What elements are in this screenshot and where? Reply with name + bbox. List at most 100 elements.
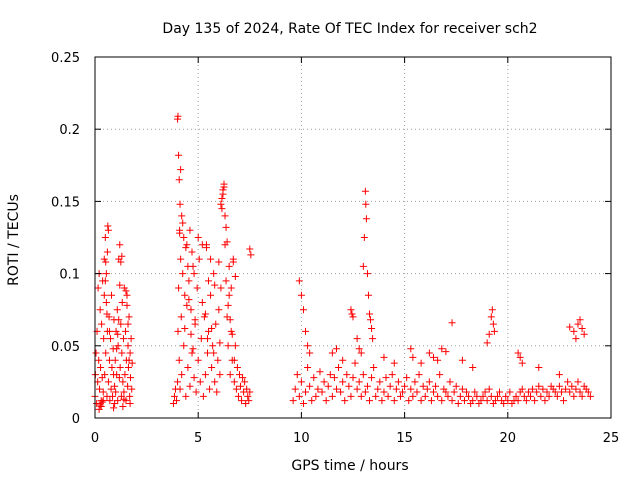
data-point [362,215,370,223]
data-point [192,388,200,396]
data-point [367,316,375,324]
data-point [399,388,407,396]
data-point [181,291,189,299]
data-point [123,301,131,309]
data-point [551,388,559,396]
data-point [394,378,402,386]
data-point [218,205,226,213]
data-point [111,356,119,364]
data-point [183,301,191,309]
data-point [448,397,456,405]
data-point [456,392,464,400]
data-point [126,349,134,357]
data-point [116,241,124,249]
data-point [361,187,369,195]
data-point [376,378,384,386]
data-point [173,397,181,405]
data-point [328,392,336,400]
data-point [202,244,210,252]
data-point [297,378,305,386]
y-tick-label: 0.25 [51,51,80,66]
y-tick-labels: 0 0.05 0.1 0.15 0.2 0.25 [51,51,80,427]
data-point [227,284,235,292]
data-point [174,112,182,120]
data-point [119,402,127,410]
data-point [182,244,190,252]
data-point [210,349,218,357]
data-point [93,400,101,408]
y-tick-label: 0.2 [59,123,80,138]
data-point [446,378,454,386]
data-point [209,342,217,350]
data-point [203,335,211,343]
data-point [232,385,240,393]
data-point [210,270,218,278]
data-point [122,287,130,295]
data-point [438,345,446,353]
data-point [201,371,209,379]
data-point [119,378,127,386]
data-point [194,356,202,364]
data-point [302,327,310,335]
data-point [368,324,376,332]
data-point [191,316,199,324]
data-point [390,397,398,405]
data-point [487,313,495,321]
data-point [207,255,215,263]
data-point [357,349,365,357]
data-point [483,339,491,347]
data-point [208,363,216,371]
data-point [489,320,497,328]
data-point [116,363,124,371]
data-point [491,397,499,405]
data-point [207,291,215,299]
data-point [201,310,209,318]
data-point [496,388,504,396]
data-point [97,363,105,371]
data-point [176,200,184,208]
data-point [378,397,386,405]
data-point [578,324,586,332]
data-point [361,388,369,396]
data-point [226,316,234,324]
data-point [306,382,314,390]
data-point [170,392,178,400]
data-point [176,229,184,237]
data-point [231,272,239,280]
data-point [120,284,128,292]
data-point [572,335,580,343]
data-point [483,397,491,405]
data-point [488,306,496,314]
data-point [100,335,108,343]
data-point [224,301,232,309]
data-point [101,371,109,379]
data-point [543,388,551,396]
data-point [380,388,388,396]
data-point [366,310,374,318]
data-point [434,392,442,400]
data-point [458,356,466,364]
data-point [118,252,126,260]
data-point [434,356,442,364]
data-point [520,392,528,400]
data-point [126,392,134,400]
data-point [353,385,361,393]
data-point [415,371,423,379]
data-point [357,392,365,400]
data-point [363,270,371,278]
y-tick-label: 0.15 [51,195,80,210]
data-point [94,284,102,292]
data-point [555,382,563,390]
data-point [190,270,198,278]
data-point [372,392,380,400]
data-point [239,374,247,382]
data-point [216,371,224,379]
data-point [122,327,130,335]
data-point [332,385,340,393]
chart-title: Day 135 of 2024, Rate Of TEC Index for r… [162,21,537,37]
data-point [98,320,106,328]
data-point [113,306,121,314]
data-point [237,382,245,390]
data-point [328,349,336,357]
data-point [304,342,312,350]
